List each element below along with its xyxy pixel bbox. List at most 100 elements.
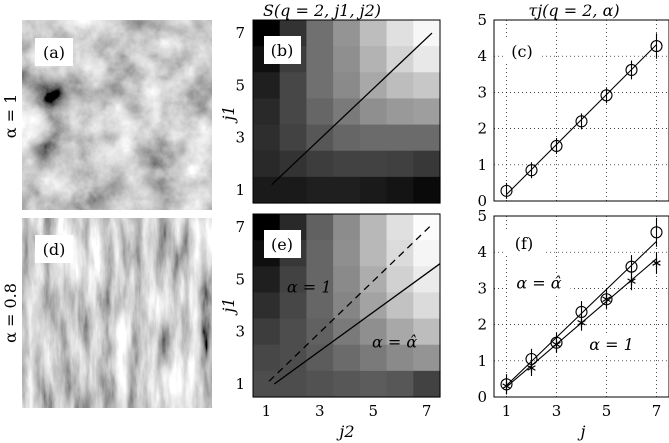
heatmap-cell xyxy=(359,72,388,100)
y-tick-label: 5 xyxy=(235,270,245,288)
heatmap-cell xyxy=(253,318,281,346)
y-tick-label: 1 xyxy=(477,352,487,370)
panel-c-frame xyxy=(493,19,669,202)
heatmap-cell xyxy=(306,240,334,267)
heatmap-cell xyxy=(253,98,281,126)
heatmap-cell xyxy=(413,46,441,73)
panel-e-x-ticks: 1 3 5 7 xyxy=(262,402,432,420)
panel-f-xlabel: j xyxy=(578,422,586,441)
heatmap-cell xyxy=(386,20,414,47)
heatmap-cell xyxy=(253,344,281,372)
panel-f-points xyxy=(500,217,663,395)
panel-e-label: (e) xyxy=(271,235,293,254)
heatmap-cell xyxy=(359,266,388,294)
panel-e-frame xyxy=(252,213,441,398)
data-point-circle xyxy=(650,40,663,53)
heatmap-cell xyxy=(333,46,361,73)
panel-e: 1 3 5 7 1 3 5 7 j1 j2 (e) α = 1 α = α̂ xyxy=(219,213,441,441)
panel-d-label-box xyxy=(35,235,73,263)
data-point-star xyxy=(652,258,661,268)
heatmap-cell xyxy=(413,176,441,204)
data-point-star xyxy=(627,276,636,286)
x-tick-label: 7 xyxy=(422,402,432,420)
heatmap-cell xyxy=(359,46,388,73)
heatmap-cell xyxy=(413,98,441,126)
annotation-background xyxy=(507,273,571,295)
annotation-background xyxy=(584,334,639,356)
star-stroke xyxy=(552,341,561,348)
annotation-label: α = 1 xyxy=(589,335,634,354)
data-point-circle xyxy=(650,226,663,239)
heatmap-cell xyxy=(279,72,308,100)
x-tick-label: 3 xyxy=(552,402,562,420)
data-point-star xyxy=(527,363,536,373)
reference-line-dashed xyxy=(268,223,433,382)
panel-f-y-ticks: 0 1 2 3 4 5 xyxy=(477,207,487,406)
data-point-circle xyxy=(575,115,588,128)
y-tick-label: 2 xyxy=(477,120,487,138)
heatmap-cell xyxy=(413,370,441,398)
heatmap-cell xyxy=(413,214,441,241)
heatmap-cell xyxy=(253,124,281,152)
y-tick-label: 5 xyxy=(477,207,487,225)
heatmap-cell xyxy=(413,124,441,152)
heatmap-e-cells xyxy=(253,214,441,398)
heatmap-cell xyxy=(386,318,414,346)
panel-a-label-box xyxy=(35,38,73,66)
heatmap-cell xyxy=(386,46,414,73)
reference-line-solid xyxy=(271,32,433,186)
data-point-star xyxy=(577,318,586,328)
heatmap-cell xyxy=(359,150,388,178)
heatmap-e-lines xyxy=(268,223,441,385)
panel-d-label: (d) xyxy=(43,240,66,259)
y-tick-label: 4 xyxy=(477,47,487,65)
heatmap-cell xyxy=(359,20,388,47)
data-point-star xyxy=(502,381,511,391)
row-label-alpha-0-8: α = 0.8 xyxy=(1,283,20,343)
x-tick-label: 1 xyxy=(262,402,272,420)
data-point-star xyxy=(602,294,611,304)
heatmap-cell xyxy=(413,72,441,100)
heatmap-cell xyxy=(359,370,388,398)
panel-b-title: S(q = 2, j1, j2) xyxy=(263,1,381,20)
heatmap-cell xyxy=(306,176,334,204)
heatmap-cell xyxy=(359,214,388,241)
heatmap-cell xyxy=(333,150,361,178)
panel-c-y-ticks: 0 1 2 3 4 5 xyxy=(477,11,487,210)
row-label-alpha-1: α = 1 xyxy=(1,94,20,139)
heatmap-cell xyxy=(306,20,334,47)
heatmap-b-lines xyxy=(271,32,433,186)
y-tick-label: 3 xyxy=(477,279,487,297)
panel-c-label: (c) xyxy=(511,42,532,61)
heatmap-cell xyxy=(359,176,388,204)
panel-b: S(q = 2, j1, j2) 1 3 5 7 j1 (b) xyxy=(219,1,441,204)
heatmap-cell xyxy=(306,292,334,320)
heatmap-cell xyxy=(333,72,361,100)
heatmap-cell xyxy=(333,98,361,126)
x-tick-label: 5 xyxy=(602,402,612,420)
heatmap-cell xyxy=(253,292,281,320)
star-stroke xyxy=(502,383,511,389)
panel-b-label-box xyxy=(264,36,301,64)
heatmap-cell xyxy=(279,370,308,398)
heatmap-cell xyxy=(279,344,308,372)
data-point-circle xyxy=(500,184,513,197)
data-point-circle xyxy=(550,139,563,153)
heatmap-cell xyxy=(386,176,414,204)
heatmap-cell xyxy=(413,344,441,372)
heatmap-cell xyxy=(333,124,361,152)
panel-c-points xyxy=(500,33,663,199)
heatmap-cell xyxy=(279,266,308,294)
heatmap-cell xyxy=(386,292,414,320)
heatmap-cell xyxy=(413,20,441,47)
heatmap-cell xyxy=(279,176,308,204)
heatmap-cell xyxy=(333,240,361,267)
panel-b-ylabel: j1 xyxy=(219,105,238,123)
heatmap-cell xyxy=(306,98,334,126)
y-tick-label: 0 xyxy=(477,388,487,406)
panel-b-frame xyxy=(252,19,441,204)
panel-f-x-ticks: 1 3 5 7 xyxy=(502,402,662,420)
heatmap-cell xyxy=(306,370,334,398)
